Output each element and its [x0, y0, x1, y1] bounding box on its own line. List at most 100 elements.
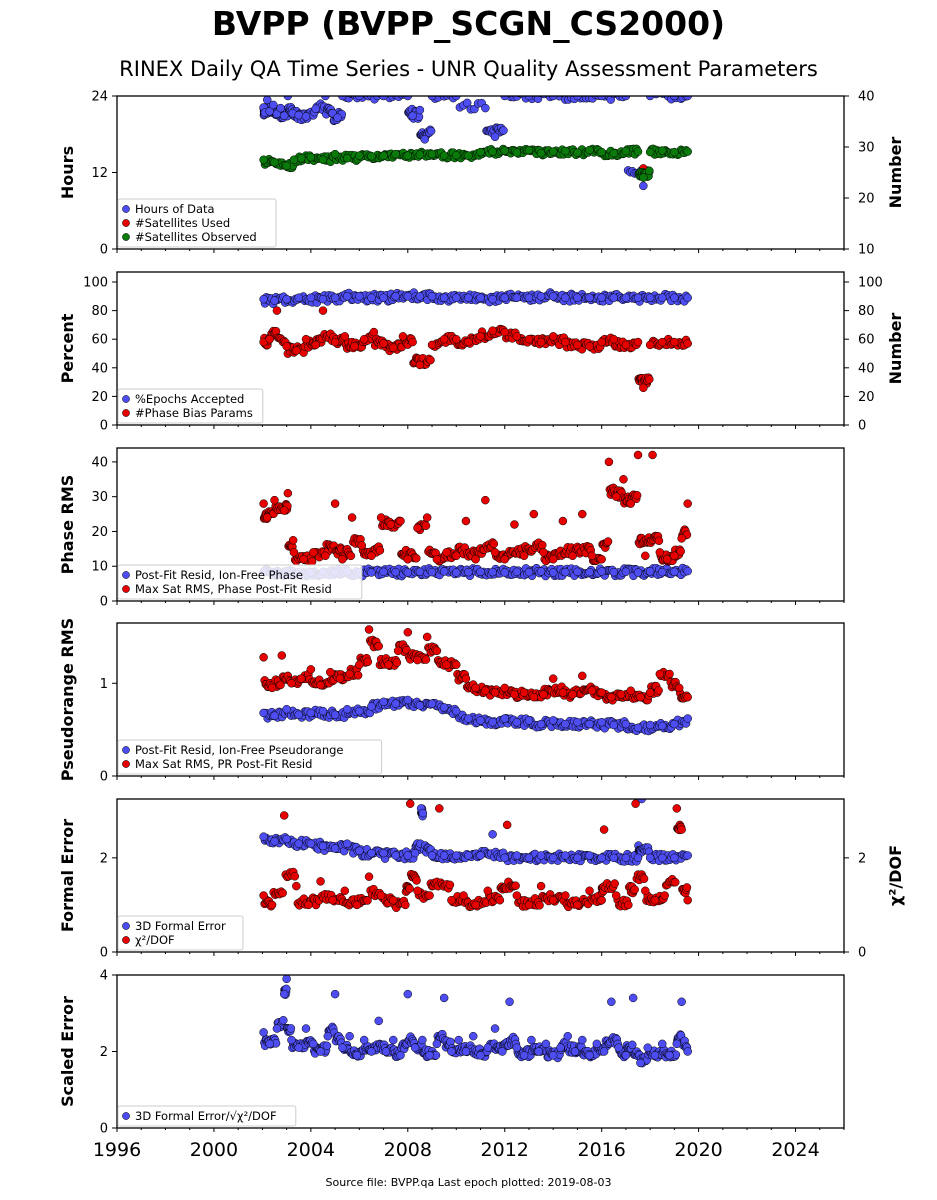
y-tick-label: 60	[91, 333, 108, 348]
data-point	[367, 702, 376, 711]
data-point	[500, 293, 509, 302]
data-point	[616, 690, 626, 699]
data-point	[519, 551, 529, 561]
data-point	[636, 1058, 645, 1068]
data-point	[502, 820, 512, 830]
data-point	[374, 1016, 383, 1026]
data-point	[524, 293, 534, 302]
data-point	[573, 148, 582, 157]
data-point	[611, 492, 621, 501]
data-point	[570, 1047, 580, 1056]
data-point	[495, 895, 505, 905]
legend-box	[117, 915, 244, 951]
data-point	[296, 153, 306, 163]
legend-marker	[122, 585, 130, 593]
data-point	[408, 337, 417, 347]
data-point	[490, 548, 500, 557]
data-point	[326, 667, 335, 677]
data-point	[454, 1035, 463, 1045]
data-point	[427, 340, 437, 350]
data-point	[597, 688, 606, 697]
data-point	[272, 1024, 282, 1033]
data-point	[421, 655, 431, 664]
data-point	[401, 900, 410, 910]
data-point	[660, 891, 669, 900]
data-point	[611, 891, 621, 900]
data-points	[259, 975, 692, 1068]
data-point	[490, 132, 500, 142]
data-point	[452, 293, 461, 302]
data-point	[481, 686, 490, 695]
data-point	[683, 339, 692, 348]
y-axis-label: Percent	[58, 313, 77, 383]
data-point	[367, 568, 376, 577]
y-tick-label: 0	[100, 419, 108, 434]
data-point	[345, 669, 354, 679]
legend-box	[117, 388, 264, 424]
data-points	[259, 625, 692, 736]
data-point	[658, 146, 667, 155]
data-point	[500, 683, 509, 693]
y-tick-label: 12	[91, 166, 108, 181]
data-point	[286, 1024, 296, 1033]
legend-marker	[122, 219, 130, 227]
data-point	[357, 541, 367, 550]
y-tick-label: 40	[91, 361, 108, 376]
data-point	[322, 1041, 332, 1051]
data-point	[464, 851, 473, 860]
data-point	[561, 146, 570, 156]
data-point	[410, 848, 420, 858]
data-point	[412, 553, 421, 563]
data-point	[307, 557, 317, 566]
data-point	[650, 895, 660, 905]
data-point	[386, 520, 396, 529]
data-point	[270, 495, 279, 505]
data-point	[500, 327, 509, 337]
y-tick-label: 30	[91, 490, 108, 505]
data-point	[318, 841, 328, 851]
data-point	[548, 147, 558, 156]
data-point	[396, 1051, 405, 1060]
data-point	[670, 567, 679, 577]
data-point	[292, 346, 301, 355]
data-point	[452, 851, 461, 860]
data-point	[490, 1024, 500, 1033]
data-point	[262, 513, 272, 522]
data-point	[442, 548, 451, 557]
data-point	[292, 881, 301, 891]
data-point	[391, 292, 400, 301]
data-point	[425, 891, 434, 900]
data-point	[413, 886, 422, 896]
data-point	[657, 96, 662, 97]
data-point	[573, 900, 582, 910]
data-point	[483, 1043, 493, 1052]
data-point	[296, 674, 306, 683]
data-point	[558, 516, 568, 526]
data-point	[585, 293, 594, 302]
data-point	[301, 112, 311, 121]
data-point	[309, 1039, 318, 1049]
data-point	[340, 886, 350, 896]
data-point	[568, 551, 577, 561]
data-point	[524, 853, 534, 863]
data-point	[338, 96, 347, 101]
data-point	[548, 292, 558, 301]
data-point	[355, 96, 364, 101]
data-point	[683, 692, 692, 702]
data-point	[633, 337, 643, 347]
data-point	[330, 337, 340, 347]
legend-label: Post-Fit Resid, Ion-Free Phase	[135, 568, 303, 582]
data-point	[599, 825, 609, 834]
data-point	[500, 568, 509, 577]
data-point	[403, 568, 413, 577]
data-point	[621, 853, 631, 863]
data-point	[272, 306, 282, 315]
data-point	[683, 499, 692, 508]
data-point	[340, 332, 350, 341]
y-tick-label: 1	[100, 677, 108, 692]
data-point	[548, 853, 558, 863]
data-point	[379, 96, 388, 101]
data-point	[379, 339, 388, 348]
data-point	[512, 567, 522, 577]
